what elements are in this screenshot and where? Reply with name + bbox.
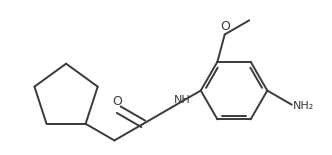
Text: NH: NH <box>174 95 191 105</box>
Text: O: O <box>112 95 122 108</box>
Text: NH₂: NH₂ <box>293 101 314 111</box>
Text: O: O <box>220 20 230 33</box>
